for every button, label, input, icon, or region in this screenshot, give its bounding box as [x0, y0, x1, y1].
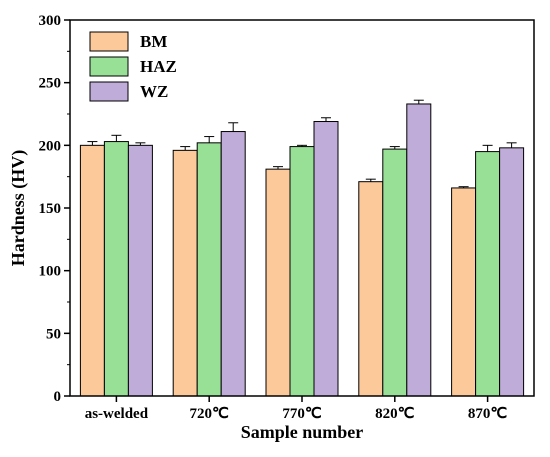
- bar-bm-4: [358, 181, 384, 397]
- y-axis: 0 50 100 150 200 250 300: [39, 13, 70, 405]
- bar-bm-1: [79, 144, 105, 397]
- y-tick-label-7: 300: [39, 13, 62, 29]
- bar-bm-3: [265, 168, 291, 397]
- x-axis: as-welded 720℃ 770℃ 820℃ 870℃: [85, 396, 508, 422]
- bar-haz-5: [475, 151, 501, 397]
- y-axis-title: Hardness (HV): [8, 150, 29, 267]
- bar-wz-5: [499, 147, 525, 397]
- legend-label-wz: WZ: [140, 82, 168, 101]
- legend-label-bm: BM: [140, 32, 167, 51]
- legend-swatch-wz: [89, 81, 129, 102]
- y-tick-label-5: 200: [39, 138, 62, 154]
- y-tick-label-2: 50: [46, 326, 61, 342]
- y-tick-label-6: 250: [39, 76, 62, 92]
- bar-wz-2: [220, 131, 246, 397]
- x-tick-label-5: 870℃: [468, 406, 508, 422]
- x-tick-label-2: 720℃: [190, 406, 230, 422]
- y-tick-label-1: 0: [54, 389, 62, 405]
- y-tick-label-3: 100: [39, 264, 62, 280]
- legend-label-haz: HAZ: [140, 57, 177, 76]
- bars-layer: [79, 103, 525, 397]
- bar-bm-2: [172, 149, 198, 397]
- bar-haz-2: [196, 142, 222, 397]
- legend-swatch-haz: [89, 56, 129, 77]
- y-tick-label-4: 150: [39, 201, 62, 217]
- x-tick-label-3: 770℃: [282, 406, 322, 422]
- bar-wz-1: [127, 144, 153, 397]
- legend: BM HAZ WZ: [89, 31, 177, 102]
- bar-haz-3: [289, 146, 315, 397]
- bar-haz-1: [103, 141, 129, 397]
- error-bars-layer: [87, 99, 517, 188]
- bar-wz-3: [313, 121, 339, 397]
- bar-haz-4: [382, 148, 408, 397]
- bar-wz-4: [406, 103, 432, 397]
- x-tick-label-4: 820℃: [375, 406, 415, 422]
- bar-bm-5: [451, 187, 477, 397]
- x-tick-label-1: as-welded: [85, 406, 149, 422]
- x-axis-title: Sample number: [241, 422, 364, 442]
- legend-swatch-bm: [89, 31, 129, 52]
